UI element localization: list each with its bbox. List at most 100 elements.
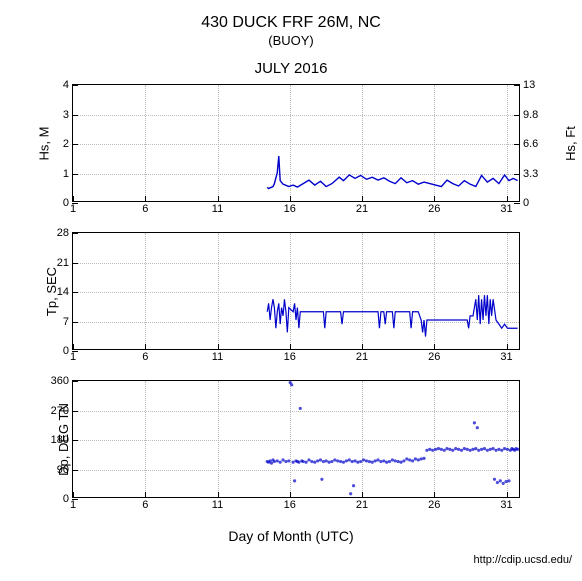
y-axis-label-right: Hs, Ft <box>563 126 578 161</box>
data-point <box>480 448 483 451</box>
data-point <box>287 459 290 462</box>
data-point <box>422 457 425 460</box>
xtick-label: 26 <box>428 201 440 215</box>
ytick-label: 14 <box>57 286 73 298</box>
xtick-label: 11 <box>212 349 223 363</box>
data-point <box>440 448 443 451</box>
data-point <box>270 462 273 465</box>
data-point <box>385 461 388 464</box>
data-point <box>489 448 492 451</box>
xtick-label: 31 <box>500 497 512 511</box>
data-point <box>310 460 313 463</box>
xtick-label: 21 <box>356 349 368 363</box>
data-point <box>379 460 382 463</box>
data-point <box>374 459 377 462</box>
plot-area <box>73 85 519 201</box>
data-point <box>365 459 368 462</box>
data-point <box>476 426 479 429</box>
data-point <box>304 461 307 464</box>
xtick-label: 16 <box>284 349 296 363</box>
data-point <box>493 478 496 481</box>
data-point <box>503 447 506 450</box>
panel-dp: 090180270360161116212631Dp, DEG TN <box>72 380 520 498</box>
data-point <box>477 449 480 452</box>
xtick-label: 26 <box>428 349 440 363</box>
data-point <box>342 461 345 464</box>
data-point <box>425 449 428 452</box>
plot-area <box>73 381 519 497</box>
data-point <box>394 459 397 462</box>
ytick-label: 1 <box>63 168 73 180</box>
xtick-label: 6 <box>142 201 148 215</box>
data-point <box>497 448 500 451</box>
data-point <box>492 447 495 450</box>
data-point <box>504 480 507 483</box>
data-point <box>414 457 417 460</box>
chart-month: JULY 2016 <box>0 60 582 77</box>
y-axis-label-left: Tp, SEC <box>44 267 59 316</box>
data-point <box>376 458 379 461</box>
panel-hs: 0123403.36.69.813161116212631Hs, MHs, Ft <box>72 84 520 202</box>
data-point <box>431 449 434 452</box>
data-point <box>486 449 489 452</box>
data-point <box>297 461 300 464</box>
data-point <box>494 449 497 452</box>
plot-area <box>73 233 519 349</box>
data-point <box>330 460 333 463</box>
data-point <box>371 461 374 464</box>
data-point <box>451 449 454 452</box>
data-point <box>397 460 400 463</box>
data-point <box>349 492 352 495</box>
data-point <box>351 460 354 463</box>
data-point <box>437 447 440 450</box>
data-point <box>502 482 505 485</box>
data-point <box>408 458 411 461</box>
data-point <box>273 460 276 463</box>
ytick-right-label: 9.8 <box>519 109 538 121</box>
data-point <box>473 421 476 424</box>
data-line <box>267 295 517 336</box>
data-point <box>469 449 472 452</box>
ytick-right-label: 13 <box>519 79 535 91</box>
ytick-right-label: 3.3 <box>519 168 538 180</box>
ytick-right-label: 6.6 <box>519 138 538 150</box>
data-point <box>460 449 463 452</box>
xtick-label: 26 <box>428 497 440 511</box>
data-point <box>319 458 322 461</box>
y-axis-label-left: Dp, DEG TN <box>56 403 71 476</box>
xtick-label: 6 <box>142 349 148 363</box>
data-point <box>276 459 279 462</box>
ytick-right-label: 0 <box>519 197 529 209</box>
data-point <box>327 461 330 464</box>
xtick-label: 6 <box>142 497 148 511</box>
data-point <box>466 448 469 451</box>
data-point <box>507 479 510 482</box>
ytick-label: 21 <box>57 257 73 269</box>
data-point <box>359 460 362 463</box>
data-point <box>448 448 451 451</box>
xtick-label: 11 <box>212 201 223 215</box>
data-point <box>333 458 336 461</box>
x-axis-label: Day of Month (UTC) <box>0 528 582 544</box>
data-point <box>483 447 486 450</box>
data-point <box>405 457 408 460</box>
data-point <box>281 458 284 461</box>
data-point <box>316 459 319 462</box>
xtick-label: 21 <box>356 497 368 511</box>
data-point <box>506 448 509 451</box>
attribution: http://cdip.ucsd.edu/ <box>474 554 572 566</box>
xtick-label: 1 <box>70 201 76 215</box>
data-point <box>434 448 437 451</box>
ytick-label: 7 <box>63 316 73 328</box>
data-point <box>279 461 282 464</box>
data-point <box>474 447 477 450</box>
data-point <box>417 458 420 461</box>
data-point <box>293 479 296 482</box>
data-point <box>454 447 457 450</box>
data-point <box>463 447 466 450</box>
chart-subtitle: (BUOY) <box>0 33 582 48</box>
data-point <box>499 479 502 482</box>
ytick-label: 360 <box>51 375 73 387</box>
xtick-label: 1 <box>70 349 76 363</box>
ytick-label: 3 <box>63 109 73 121</box>
